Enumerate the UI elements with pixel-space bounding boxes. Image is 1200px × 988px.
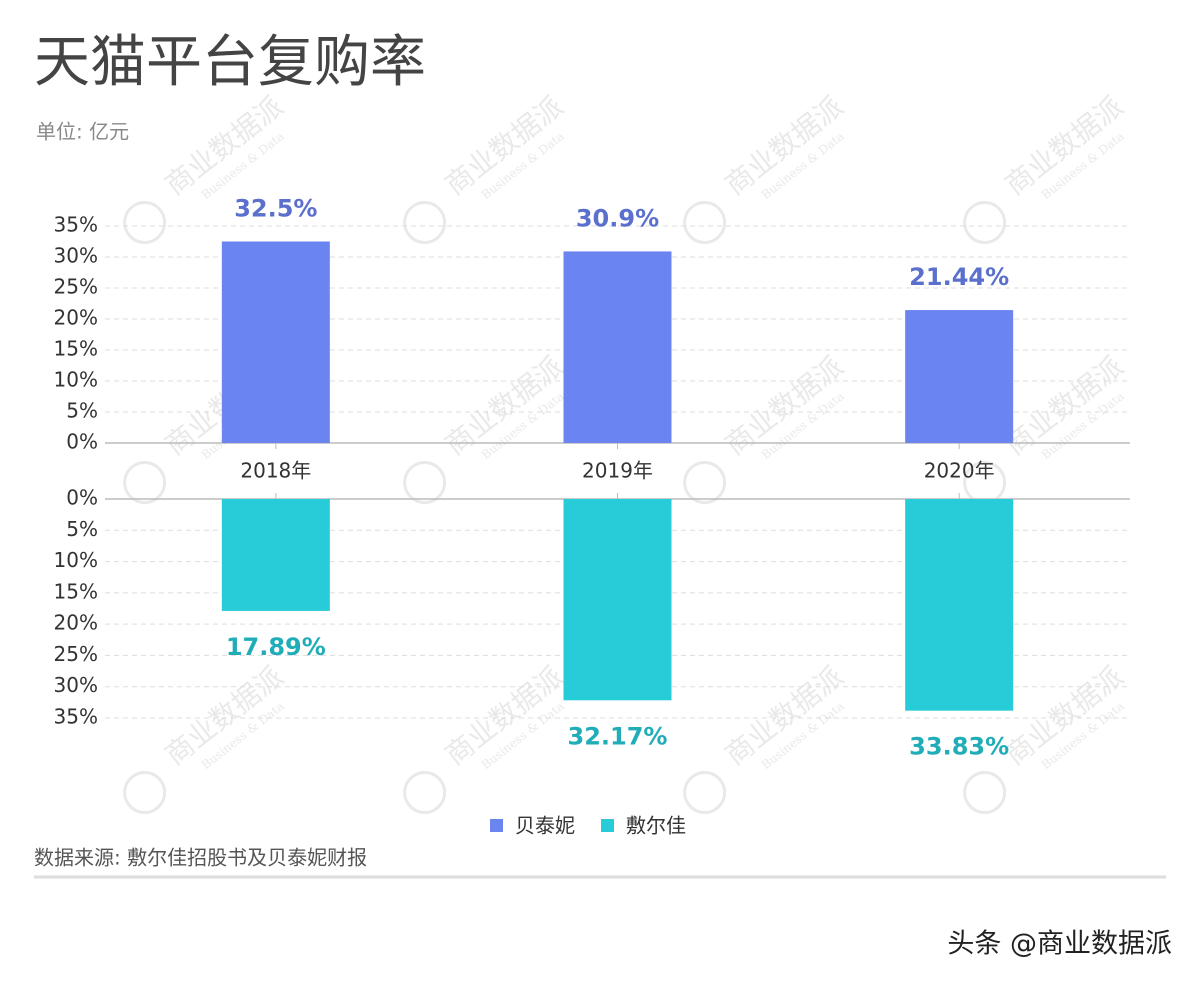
watermark-logo xyxy=(123,201,167,245)
value-label: 21.44% xyxy=(909,263,1009,291)
y-tick-label: 15% xyxy=(54,337,98,361)
y-tick-label: 20% xyxy=(54,306,98,330)
bar xyxy=(221,241,330,443)
value-label: 33.83% xyxy=(909,733,1009,761)
y-tick-label: 10% xyxy=(54,368,98,392)
bar xyxy=(905,310,1014,443)
y-tick-label: 5% xyxy=(66,399,98,423)
bar xyxy=(221,499,330,611)
value-label: 32.17% xyxy=(568,722,668,750)
y-tick-label: 30% xyxy=(54,673,98,697)
x-tick-label: 2018年 xyxy=(240,459,311,483)
watermark-logo xyxy=(963,771,1007,815)
value-label: 30.9% xyxy=(576,204,659,232)
y-tick-label: 15% xyxy=(54,579,98,603)
y-tick-label: 0% xyxy=(66,430,98,454)
legend-swatch xyxy=(490,819,503,832)
x-tick-label: 2019年 xyxy=(582,459,653,483)
legend-swatch xyxy=(601,819,614,832)
y-tick-label: 25% xyxy=(54,275,98,299)
x-tick-label: 2020年 xyxy=(924,459,995,483)
y-tick-label: 25% xyxy=(54,642,98,666)
watermark-logo xyxy=(123,771,167,815)
chart-subtitle: 单位: 亿元 xyxy=(36,120,129,144)
bar xyxy=(563,251,672,443)
watermark-logo xyxy=(403,201,447,245)
watermark-logo xyxy=(123,461,167,505)
bar xyxy=(563,499,672,701)
source: 数据来源: 敷尔佳招股书及贝泰妮财报 xyxy=(34,846,367,870)
y-tick-label: 0% xyxy=(66,486,98,510)
footer: 头条 @商业数据派 xyxy=(947,929,1172,960)
y-tick-label: 5% xyxy=(66,517,98,541)
y-tick-label: 35% xyxy=(54,705,98,729)
y-tick-label: 30% xyxy=(54,244,98,268)
value-label: 17.89% xyxy=(226,633,326,661)
bar xyxy=(905,499,1014,711)
watermark-logo xyxy=(683,771,727,815)
legend-label: 贝泰妮 xyxy=(515,814,575,838)
y-tick-label: 20% xyxy=(54,611,98,635)
watermark-logo xyxy=(683,201,727,245)
watermark-logo xyxy=(403,771,447,815)
value-label: 32.5% xyxy=(234,195,317,223)
legend-label: 敷尔佳 xyxy=(626,814,686,838)
watermark-logo xyxy=(963,201,1007,245)
watermark-logo xyxy=(403,461,447,505)
watermark-logo xyxy=(683,461,727,505)
y-tick-label: 10% xyxy=(54,548,98,572)
chart-title: 天猫平台复购率 xyxy=(34,30,426,95)
y-tick-label: 35% xyxy=(54,213,98,237)
